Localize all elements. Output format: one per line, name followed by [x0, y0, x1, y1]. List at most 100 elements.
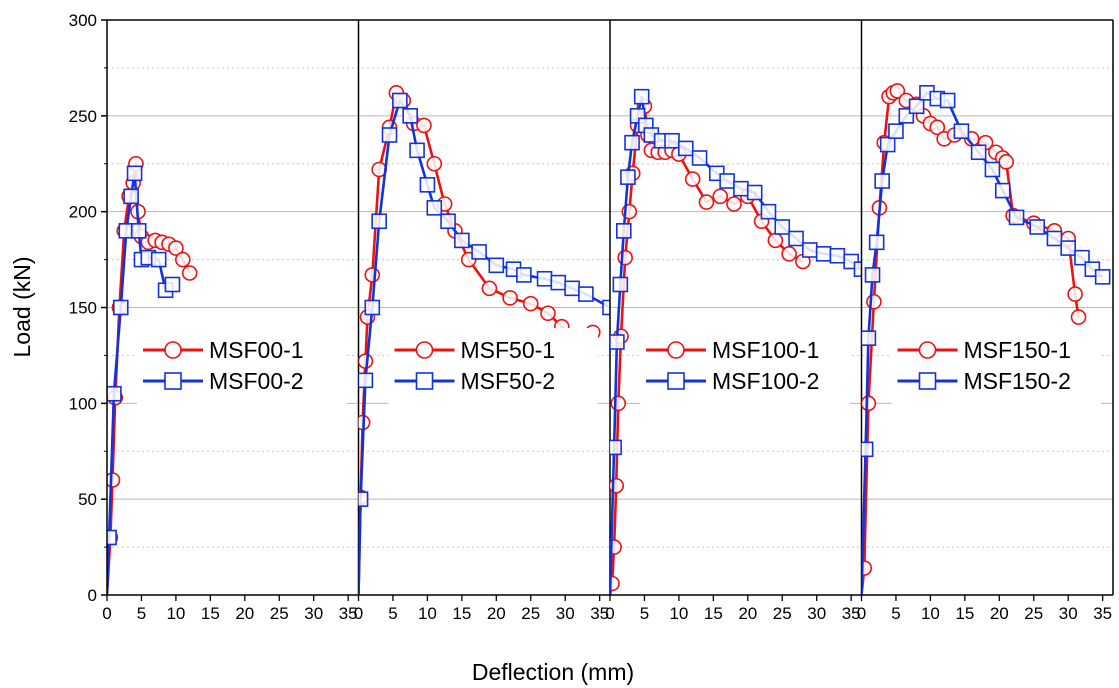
data-point-MSF100-1 [610, 575, 620, 592]
data-point-MSF00-2 [164, 276, 181, 293]
x-tick-label: 30 [807, 604, 826, 623]
data-point-MSF00-2 [107, 385, 122, 402]
x-tick-label: 20 [738, 604, 757, 623]
data-point-MSF50-2 [364, 299, 381, 316]
data-point-MSF50-1 [364, 267, 381, 283]
data-point-MSF100-2 [677, 140, 694, 157]
data-point-MSF50-1 [358, 353, 374, 369]
x-tick-label: 30 [556, 604, 575, 623]
data-point-MSF100-1 [726, 196, 742, 212]
data-point-MSF100-2 [624, 134, 640, 151]
data-point-MSF150-1 [861, 560, 873, 576]
legend-marker-MSF00-2 [164, 372, 182, 390]
panel-2: MSF50-1 MSF50-2 [357, 20, 610, 595]
panel-data [610, 88, 862, 595]
data-point-MSF100-2 [664, 132, 680, 149]
data-point-MSF100-2 [633, 88, 650, 105]
data-point-MSF100-2 [719, 173, 735, 189]
data-point-MSF50-2 [409, 142, 425, 159]
data-point-MSF150-2 [984, 161, 1001, 178]
data-point-MSF100-1 [610, 477, 624, 494]
data-point-MSF150-2 [908, 98, 925, 115]
y-tick-label: 250 [69, 107, 97, 126]
data-point-MSF100-2 [829, 247, 846, 264]
x-tick-label: 20 [487, 604, 506, 623]
data-point-MSF100-2 [815, 246, 832, 262]
panel-data [358, 85, 610, 595]
x-tick-label: 10 [166, 604, 185, 623]
y-tick-label: 0 [88, 586, 97, 605]
data-point-MSF100-1 [781, 246, 797, 262]
x-tick-label: 25 [1024, 604, 1043, 623]
data-point-MSF150-2 [868, 234, 885, 251]
legend-label-MSF100-1: MSF100-1 [712, 337, 819, 363]
legend-label-MSF50-2: MSF50-2 [461, 368, 556, 394]
x-tick-label: 0 [102, 604, 111, 623]
data-point-MSF00-2 [126, 165, 143, 182]
legend-label-MSF100-2: MSF100-2 [712, 368, 819, 394]
data-point-MSF100-1 [610, 395, 627, 412]
data-point-MSF50-2 [381, 127, 398, 143]
data-point-MSF100-2 [610, 334, 625, 350]
x-tick-label: 5 [640, 604, 649, 623]
legend-marker-MSF100-1 [667, 341, 685, 359]
legend-label-MSF150-2: MSF150-2 [964, 368, 1071, 394]
panel-data [107, 155, 198, 595]
data-point-MSF150-2 [864, 267, 881, 283]
x-tick-label: 15 [201, 604, 220, 623]
data-point-MSF100-2 [760, 203, 777, 220]
x-tick-label: 20 [235, 604, 254, 623]
data-point-MSF150-2 [994, 182, 1011, 199]
x-tick-label: 35 [339, 604, 358, 623]
data-point-MSF100-2 [746, 184, 763, 201]
data-point-MSF00-1 [181, 265, 198, 281]
x-axis-title: Deflection (mm) [472, 659, 634, 685]
y-tick-label: 100 [69, 394, 97, 413]
data-point-MSF150-2 [953, 123, 970, 139]
panel-3: MSF100-1 MSF100-2 [609, 20, 862, 595]
panels: MSF00-1MSF00-2MSF50-1MSF50-2MSF100-1MSF1… [107, 20, 1114, 595]
data-point-MSF50-2 [419, 177, 436, 193]
legend-box [137, 328, 347, 404]
data-point-MSF50-2 [488, 257, 505, 274]
x-tick-label: 25 [270, 604, 289, 623]
data-point-MSF100-1 [712, 188, 729, 205]
data-point-MSF150-1 [1067, 286, 1083, 302]
legend-box [640, 328, 850, 404]
data-point-MSF100-2 [733, 180, 749, 197]
panel-1: MSF00-1 MSF00-2 [107, 155, 347, 595]
data-point-MSF50-1 [502, 290, 518, 306]
data-point-MSF50-2 [402, 108, 418, 124]
data-point-MSF150-2 [861, 330, 877, 346]
x-tick-label: 5 [137, 604, 146, 623]
data-point-MSF00-2 [123, 188, 139, 205]
data-point-MSF50-2 [471, 244, 487, 260]
data-point-MSF50-2 [536, 270, 553, 287]
data-point-MSF00-1 [174, 251, 191, 268]
data-point-MSF50-2 [371, 213, 387, 230]
data-point-MSF100-2 [802, 242, 818, 258]
x-axis: 0 5 10 15 20 25 30 350 5 10 15 20 25 30 350 5 10 15 20 25 30… [102, 19, 1113, 623]
data-point-MSF150-2 [861, 441, 874, 458]
legend-box [388, 328, 598, 404]
x-tick-label: 0 [354, 604, 363, 623]
data-point-MSF100-2 [691, 150, 708, 166]
legend-box [891, 328, 1101, 404]
data-point-MSF50-2 [516, 267, 532, 283]
data-point-MSF150-2 [1074, 249, 1090, 266]
data-point-MSF100-1 [767, 232, 784, 249]
x-tick-label: 35 [1093, 604, 1112, 623]
data-point-MSF50-2 [358, 372, 374, 389]
data-point-MSF100-2 [615, 223, 632, 239]
x-tick-label: 30 [1059, 604, 1078, 623]
x-tick-label: 10 [669, 604, 688, 623]
x-tick-label: 30 [304, 604, 323, 623]
data-point-MSF00-2 [130, 223, 147, 239]
data-point-MSF100-1 [698, 194, 715, 210]
data-point-MSF00-2 [150, 251, 167, 268]
y-axis-title: Load (kN) [9, 257, 35, 358]
x-tick-label: 35 [590, 604, 609, 623]
data-point-MSF50-1 [481, 280, 498, 297]
data-point-MSF150-1 [889, 83, 906, 99]
